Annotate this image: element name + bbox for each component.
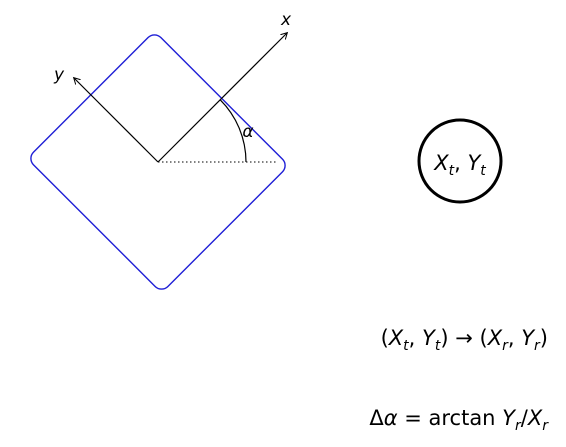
- angle-arc: [219, 99, 247, 163]
- angle-label: α: [242, 122, 253, 142]
- target-circle: [417, 118, 503, 204]
- target-label: Xt, Yt: [433, 151, 486, 179]
- y-axis-label: y: [53, 65, 65, 85]
- x-axis-arrow: [157, 33, 287, 163]
- y-axis-arrow: [74, 78, 159, 163]
- transform-equation: (Xt, Yt) → (Xr, Yr): [381, 326, 548, 354]
- angle-equation: Δα = arctan Yr/Xr: [369, 406, 549, 434]
- x-axis-label: x: [280, 10, 292, 30]
